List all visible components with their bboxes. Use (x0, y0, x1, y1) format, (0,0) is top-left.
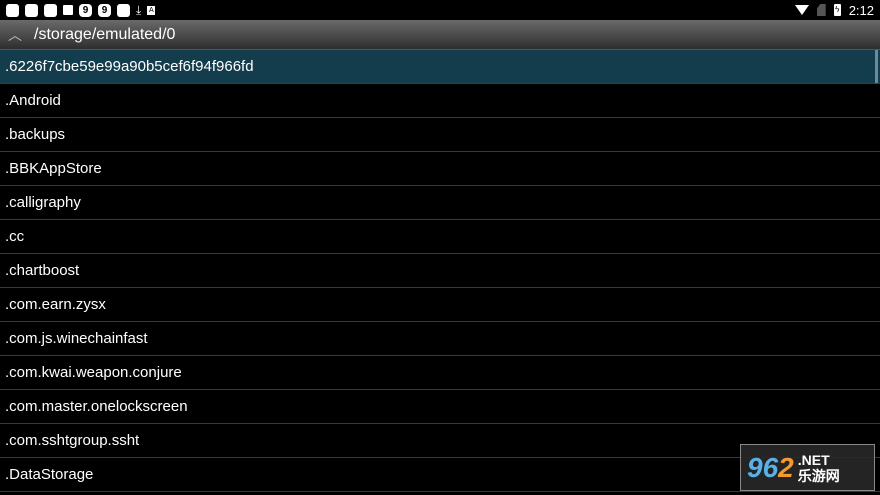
app-9-icon: 9 (79, 3, 92, 17)
notification-icon (44, 3, 57, 17)
notification-icon (63, 5, 73, 15)
list-item[interactable]: .com.js.winechainfast (0, 322, 880, 356)
list-item[interactable]: .chartboost (0, 254, 880, 288)
list-item[interactable]: .cc (0, 220, 880, 254)
battery-charging-icon: ϟ (833, 4, 841, 16)
status-bar: 9 9 ⤓ A ϟ 2:12 (0, 0, 880, 20)
watermark-logo: 962 .NET 乐游网 (740, 444, 875, 491)
scrollbar[interactable] (875, 50, 878, 83)
path-header[interactable]: ︿ /storage/emulated/0 (0, 20, 880, 50)
list-item[interactable]: .com.master.onelockscreen (0, 390, 880, 424)
app-9-icon: 9 (98, 3, 111, 17)
notification-icon (25, 3, 38, 17)
download-icon: ⤓ (136, 3, 142, 17)
list-item[interactable]: .com.sshtgroup.ssht (0, 424, 880, 458)
list-item[interactable]: .DataStorage (0, 458, 880, 492)
clock: 2:12 (848, 2, 874, 18)
no-sim-icon (816, 4, 826, 16)
notification-icon (6, 3, 19, 17)
notification-icon (117, 3, 130, 17)
keyboard-icon: A (147, 5, 156, 15)
list-item[interactable]: .com.earn.zysx (0, 288, 880, 322)
list-item[interactable]: .backups (0, 118, 880, 152)
file-list: .6226f7cbe59e99a90b5cef6f94f966fd .Androi… (0, 50, 880, 492)
list-item[interactable]: .com.kwai.weapon.conjure (0, 356, 880, 390)
chevron-up-icon[interactable]: ︿ (8, 26, 22, 43)
list-item[interactable]: .calligraphy (0, 186, 880, 220)
current-path: /storage/emulated/0 (34, 25, 176, 43)
list-item[interactable]: .6226f7cbe59e99a90b5cef6f94f966fd (0, 50, 880, 84)
list-item[interactable]: .BBKAppStore (0, 152, 880, 186)
wifi-icon (794, 5, 809, 15)
list-item[interactable]: .Android (0, 84, 880, 118)
